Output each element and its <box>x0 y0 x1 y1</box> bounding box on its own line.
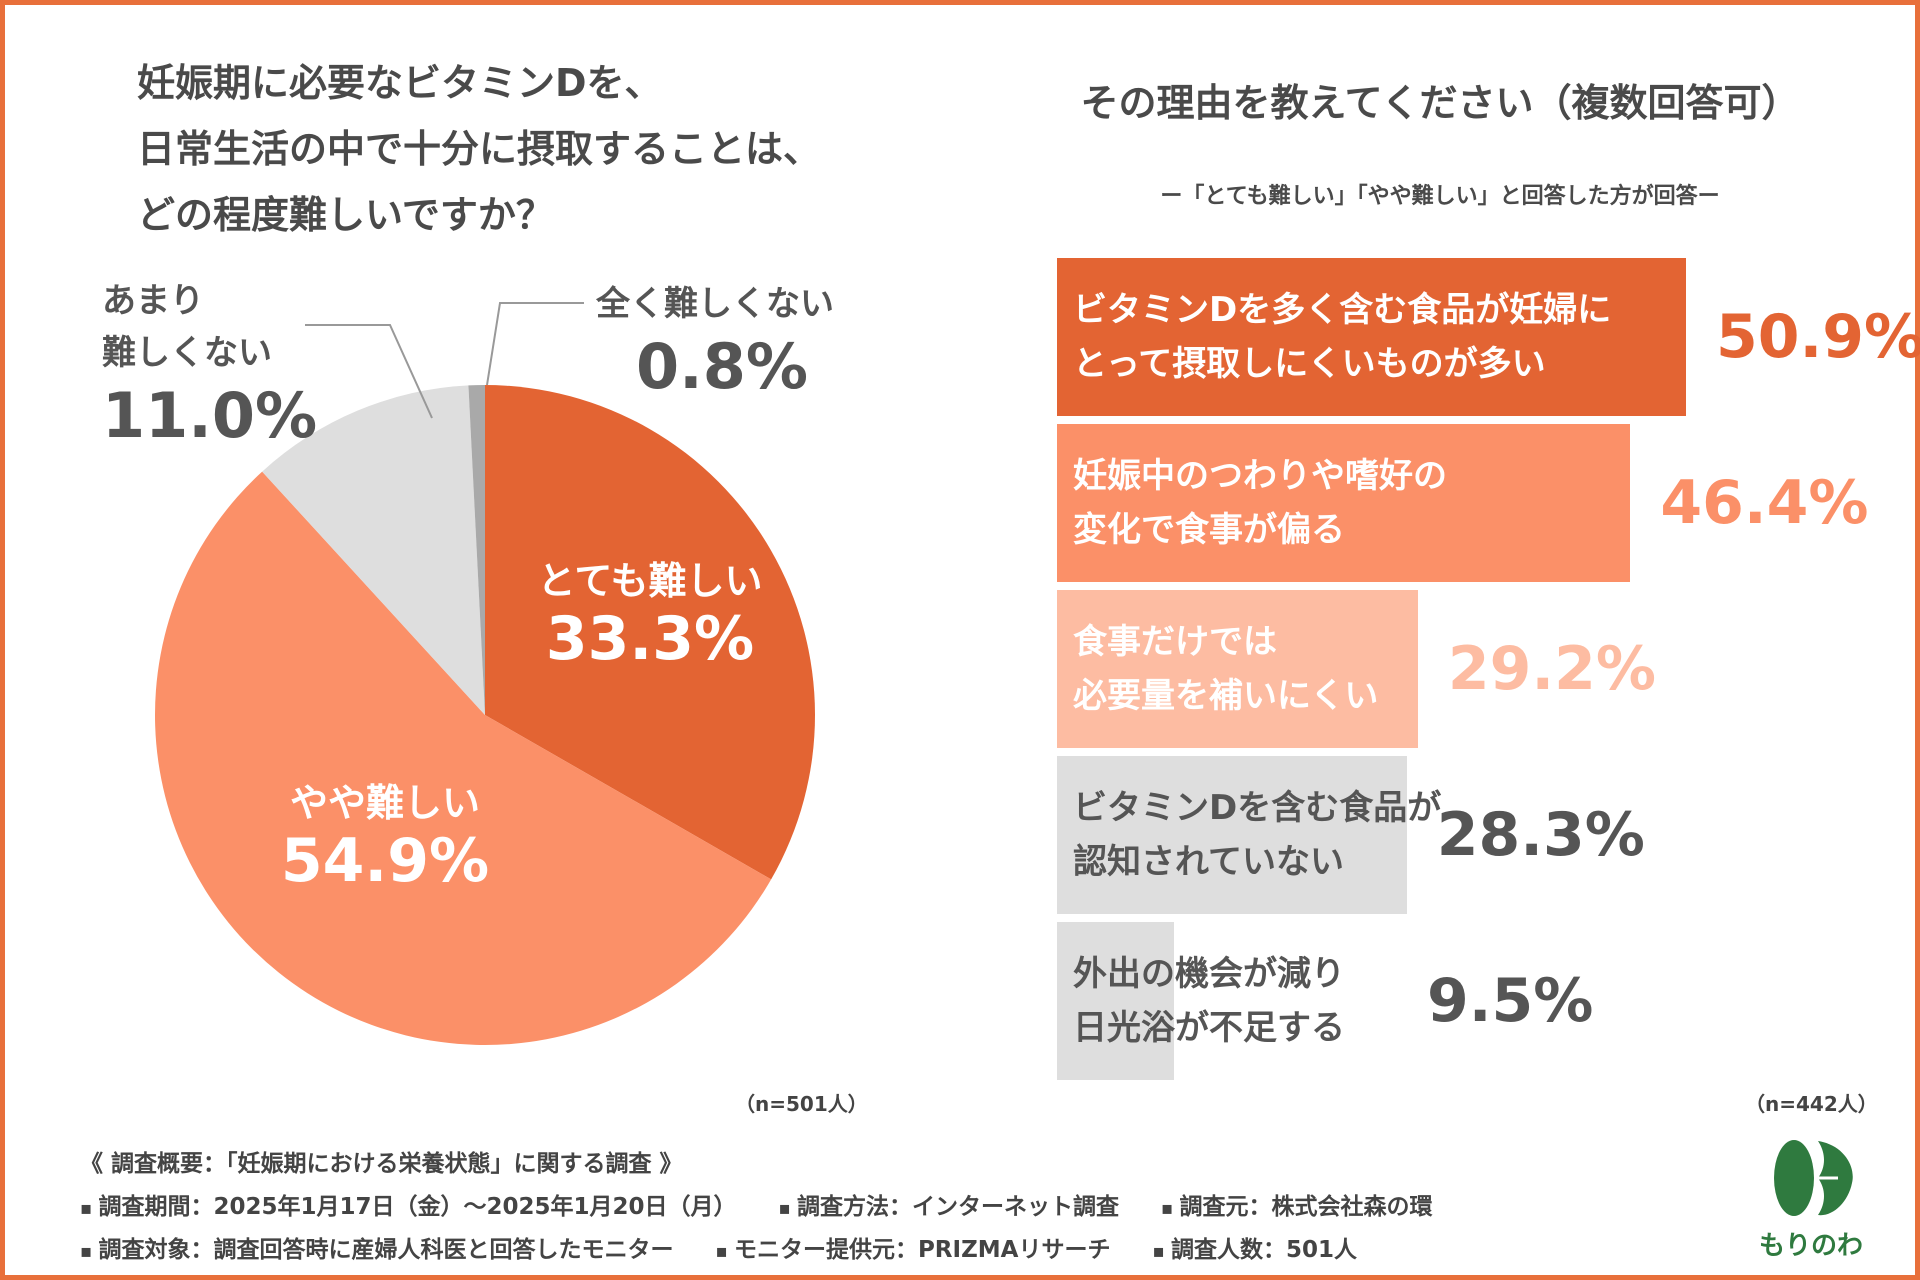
bar-value: 29.2% <box>1447 634 1656 704</box>
pie-slice-not-hard-at-all <box>468 385 485 715</box>
survey-count: 調査人数：501人 <box>1152 1229 1357 1273</box>
bar-row: ビタミンDを含む食品が 認知されていない 28.3% <box>1057 756 1897 914</box>
pie-label-not-very-hard: あまり 難しくない 11.0% <box>102 275 317 453</box>
survey-target: 調査対象：調査回答時に産婦人科医と回答したモニター <box>80 1229 673 1273</box>
bar-label-line: 変化で食事が偏る <box>1073 510 1345 550</box>
pie-slice-value: 54.9% <box>280 826 490 896</box>
bar-value: 28.3% <box>1436 800 1645 870</box>
bar-row: 外出の機会が減り 日光浴が不足する 9.5% <box>1057 922 1897 1080</box>
survey-method: 調査方法：インターネット調査 <box>779 1186 1119 1230</box>
bar <box>1057 922 1175 1080</box>
bar-sample-size: （n=442人） <box>1745 1092 1878 1116</box>
pie-slice-label: 全く難しくない <box>596 284 834 324</box>
brand-logo: もりのわ <box>1752 1133 1870 1262</box>
pie-slice-not-very-hard <box>262 385 485 715</box>
bar-row: 妊娠中のつわりや嗜好の 変化で食事が偏る 46.4% <box>1057 424 1897 582</box>
bar-row: 食事だけでは 必要量を補いにくい 29.2% <box>1057 590 1897 748</box>
pie-label-somewhat-hard: やや難しい 54.9% <box>235 772 535 896</box>
pie-slice-label: とても難しい <box>537 559 763 603</box>
bar <box>1057 756 1407 914</box>
bar-chart-subtitle: ー「とても難しい」「やや難しい」と回答した方が回答ー <box>1160 184 1720 209</box>
pie-slice-somewhat-hard <box>154 471 772 1045</box>
bar-label-line: ビタミンDを多く含む食品が妊婦に <box>1073 290 1612 330</box>
bar-label: 食事だけでは 必要量を補いにくい <box>1073 590 1378 748</box>
leaf-logo-icon <box>1774 1140 1853 1216</box>
pie-slice-value: 33.3% <box>545 604 755 674</box>
pie-title-line: どの程度難しいですか？ <box>137 193 554 237</box>
bar-label-line: 食事だけでは <box>1073 622 1277 662</box>
survey-period: 調査期間：2025年1月17日（金）～2025年1月20日（月） <box>80 1186 736 1230</box>
bar-value: 9.5% <box>1427 966 1594 1036</box>
bar-chart-title: その理由を教えてください（複数回答可） <box>1080 81 1800 125</box>
pie-sample-size: （n=501人） <box>735 1092 868 1116</box>
bar <box>1057 590 1418 748</box>
survey-overview: 《 調査概要：「妊娠期における栄養状態」に関する調査 》 調査期間：2025年1… <box>80 1143 1467 1272</box>
leader-line-not-hard-at-all <box>486 302 584 386</box>
bar-chart: ビタミンDを多く含む食品が妊婦に とって摂取しにくいものが多い 50.9% 妊娠… <box>1057 258 1920 1088</box>
pie-slice-value: 11.0% <box>102 379 318 452</box>
pie-title-line: 日常生活の中で十分に摂取することは、 <box>137 127 822 171</box>
bar-label-line: 必要量を補いにくい <box>1073 676 1379 716</box>
survey-line-2: 調査対象：調査回答時に産婦人科医と回答したモニター モニター提供元：PRIZMA… <box>80 1229 1467 1272</box>
pie-slice-label: やや難しい <box>289 781 480 825</box>
survey-heading: 《 調査概要：「妊娠期における栄養状態」に関する調査 》 <box>80 1151 683 1177</box>
bar-label-line: とって摂取しにくいものが多い <box>1073 344 1546 384</box>
survey-source: 調査元：株式会社森の環 <box>1161 1186 1433 1230</box>
bar-label-line: 外出の機会が減り <box>1073 954 1345 994</box>
pie-slice-very-hard <box>485 385 815 880</box>
pie-label-very-hard: とても難しい 33.3% <box>500 550 800 674</box>
bar-label: 妊娠中のつわりや嗜好の 変化で食事が偏る <box>1073 424 1447 582</box>
bar-label: 外出の機会が減り 日光浴が不足する <box>1073 922 1345 1080</box>
pie-title-line: 妊娠期に必要なビタミンDを、 <box>137 61 663 105</box>
pie-label-not-hard-at-all: 全く難しくない 0.8% <box>596 278 834 404</box>
pie-question-title: 妊娠期に必要なビタミンDを、 日常生活の中で十分に摂取することは、 どの程度難し… <box>137 50 937 248</box>
bar-label-line: 日光浴が不足する <box>1073 1008 1345 1048</box>
bar-label: ビタミンDを含む食品が 認知されていない <box>1073 756 1441 914</box>
survey-line-1: 調査期間：2025年1月17日（金）～2025年1月20日（月） 調査方法：イン… <box>80 1186 1467 1229</box>
bar-label-line: ビタミンDを含む食品が <box>1073 788 1442 828</box>
bar-value: 46.4% <box>1660 468 1869 538</box>
bar-value: 50.9% <box>1716 302 1920 372</box>
pie-slice-label: あまり <box>102 281 204 321</box>
bar-label: ビタミンDを多く含む食品が妊婦に とって摂取しにくいものが多い <box>1073 258 1611 416</box>
pie-slice-value: 0.8% <box>636 330 808 403</box>
survey-provider: モニター提供元：PRIZMAリサーチ <box>715 1229 1111 1273</box>
bar <box>1057 258 1686 416</box>
bar-label-line: 妊娠中のつわりや嗜好の <box>1073 456 1447 496</box>
leader-line-not-very-hard <box>305 324 433 419</box>
bar-row: ビタミンDを多く含む食品が妊婦に とって摂取しにくいものが多い 50.9% <box>1057 258 1920 416</box>
bar <box>1057 424 1631 582</box>
brand-name: もりのわ <box>1758 1231 1863 1261</box>
bar-label-line: 認知されていない <box>1073 842 1344 882</box>
pie-slice-label: 難しくない <box>102 333 272 373</box>
